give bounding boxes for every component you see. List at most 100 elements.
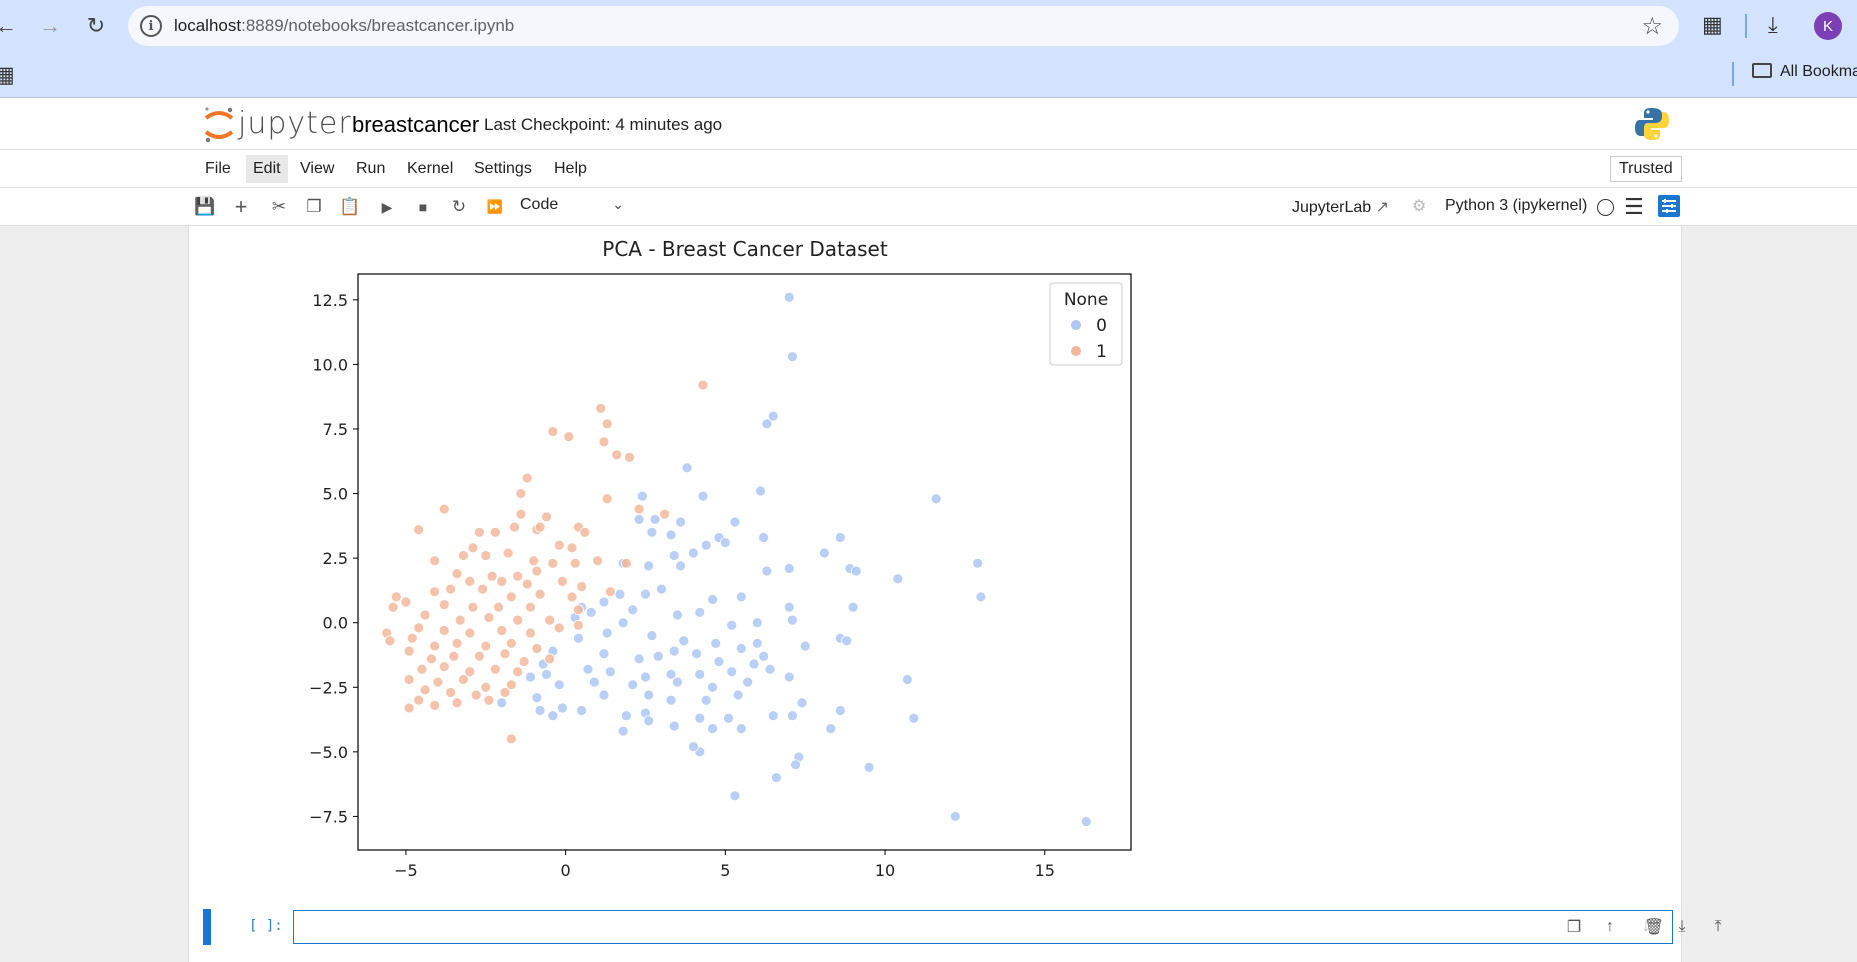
scatter-point-class-1 <box>454 614 466 626</box>
scatter-point-class-0 <box>761 565 773 577</box>
scatter-point-class-1 <box>547 426 559 437</box>
property-inspector-icon[interactable] <box>1658 195 1680 217</box>
move-up-icon[interactable]: ↑ <box>1606 918 1614 935</box>
y-tick-label: −2.5 <box>309 678 348 697</box>
scatter-point-class-1 <box>502 547 514 559</box>
scatter-point-class-0 <box>748 658 760 670</box>
paste-icon[interactable]: 📋 <box>339 197 361 216</box>
profile-avatar[interactable]: K <box>1814 12 1842 40</box>
menu-edit[interactable]: Edit <box>246 155 288 183</box>
scatter-point-class-0 <box>758 532 770 543</box>
scatter-point-class-1 <box>480 681 492 693</box>
scatter-point-class-0 <box>601 627 613 639</box>
scatter-point-class-0 <box>787 614 798 626</box>
address-bar[interactable]: i localhost:8889/notebooks/breastcancer.… <box>128 6 1679 46</box>
jupyter-wordmark[interactable]: jupyter <box>238 106 352 141</box>
all-bookmarks-button[interactable]: All Bookma <box>1752 63 1857 81</box>
delete-cell-icon[interactable]: 🗑 <box>1643 919 1665 936</box>
scatter-point-class-0 <box>863 761 875 773</box>
apps-grid-icon[interactable]: ▦ <box>0 62 15 87</box>
bookmarks-divider <box>1732 62 1734 86</box>
scatter-point-class-0 <box>496 697 508 709</box>
move-down-icon[interactable]: ↓ <box>1642 918 1650 935</box>
menu-help[interactable]: Help <box>554 160 587 177</box>
scatter-point-class-1 <box>515 488 527 499</box>
kernel-name[interactable]: Python 3 (ipykernel) <box>1445 197 1588 214</box>
insert-below-icon[interactable]: ⤒ <box>1714 918 1722 935</box>
scatter-point-class-1 <box>601 418 613 430</box>
url-path: :8889/notebooks/breastcancer.ipynb <box>241 16 515 35</box>
scatter-point-class-1 <box>573 604 584 616</box>
downloads-icon[interactable]: ⤓ <box>1768 12 1778 37</box>
scatter-point-class-0 <box>783 601 795 613</box>
scatter-point-class-1 <box>426 653 437 665</box>
bookmark-star-icon[interactable]: ☆ <box>1641 13 1663 40</box>
open-jupyterlab-link[interactable]: JupyterLab ↗ <box>1292 197 1389 217</box>
menu-run[interactable]: Run <box>356 160 386 177</box>
toolbar-divider <box>1745 14 1747 38</box>
scatter-point-class-1 <box>624 451 635 463</box>
legend-marker-1 <box>1071 346 1081 356</box>
scatter-point-class-1 <box>544 653 556 665</box>
y-tick-label: 2.5 <box>323 549 348 568</box>
copy-icon[interactable]: ❐ <box>306 197 322 216</box>
scatter-point-class-0 <box>847 601 859 613</box>
code-cell-input[interactable]: ❐ ↑ ↓ ⤓ ⤒ 🗑 <box>293 910 1722 944</box>
menu-view[interactable]: View <box>300 160 335 177</box>
jupyter-logo-icon[interactable] <box>202 104 236 144</box>
menu-kernel[interactable]: Kernel <box>407 160 454 177</box>
run-icon[interactable]: ▶ <box>381 198 393 215</box>
reload-icon[interactable]: ↻ <box>86 13 106 38</box>
restart-icon[interactable]: ↻ <box>451 197 467 216</box>
scatter-point-class-0 <box>557 702 568 714</box>
duplicate-cell-icon[interactable]: ❐ <box>1566 919 1582 936</box>
scatter-point-class-1 <box>553 622 565 634</box>
back-arrow-icon[interactable]: ← <box>0 13 17 38</box>
menu-file[interactable]: File <box>205 160 231 177</box>
cut-icon[interactable]: ✂ <box>271 197 287 216</box>
scatter-point-class-1 <box>499 648 511 660</box>
scatter-point-class-1 <box>438 599 450 611</box>
cell-type-select[interactable]: Code ⌄ <box>520 196 624 218</box>
stop-icon[interactable]: ■ <box>418 199 428 215</box>
scatter-point-class-1 <box>505 591 517 603</box>
add-cell-icon[interactable]: + <box>234 194 248 219</box>
scatter-point-class-1 <box>534 521 546 533</box>
legend-box <box>1049 282 1123 366</box>
menu-settings[interactable]: Settings <box>474 160 532 177</box>
scatter-point-class-0 <box>553 679 565 691</box>
scatter-point-class-0 <box>700 694 712 706</box>
scatter-point-class-1 <box>473 526 485 538</box>
scatter-point-class-0 <box>617 617 629 629</box>
scatter-point-class-0 <box>656 583 667 595</box>
toc-list-icon[interactable]: ☰ <box>1624 194 1644 219</box>
scatter-point-class-1 <box>496 575 508 587</box>
scatter-point-class-0 <box>627 679 639 691</box>
scatter-point-class-0 <box>525 671 536 683</box>
scatter-point-class-1 <box>512 570 524 582</box>
save-icon[interactable]: 💾 <box>194 197 216 216</box>
scatter-point-class-1 <box>403 674 415 685</box>
insert-above-icon[interactable]: ⤓ <box>1678 918 1686 935</box>
url-text[interactable]: localhost:8889/notebooks/breastcancer.ip… <box>174 16 514 36</box>
scatter-point-class-1 <box>464 627 476 639</box>
debugger-bug-icon[interactable]: ⚙ <box>1412 198 1427 215</box>
scatter-point-class-0 <box>573 632 584 644</box>
scatter-point-class-1 <box>489 663 501 675</box>
site-info-icon[interactable]: i <box>140 15 162 37</box>
scatter-point-class-0 <box>729 516 741 528</box>
restart-run-all-icon[interactable]: ⏩ <box>486 199 504 214</box>
scatter-point-class-0 <box>633 513 645 525</box>
notebook-title[interactable]: breastcancer <box>352 112 480 137</box>
scatter-point-class-0 <box>796 697 808 709</box>
browser-toolbar: ← → ↻ i localhost:8889/notebooks/breastc… <box>0 0 1857 52</box>
forward-arrow-icon[interactable]: → <box>39 13 61 38</box>
scatter-point-class-1 <box>697 379 709 391</box>
trusted-indicator[interactable]: Trusted <box>1610 156 1682 182</box>
scatter-point-class-0 <box>787 710 798 722</box>
x-axis: −5 0 5 10 15 <box>394 850 1055 880</box>
scatter-point-class-1 <box>390 591 402 603</box>
scatter-point-class-0 <box>620 710 632 722</box>
scatter-point-class-0 <box>834 705 846 716</box>
extensions-icon[interactable]: ▦ <box>1702 12 1723 37</box>
